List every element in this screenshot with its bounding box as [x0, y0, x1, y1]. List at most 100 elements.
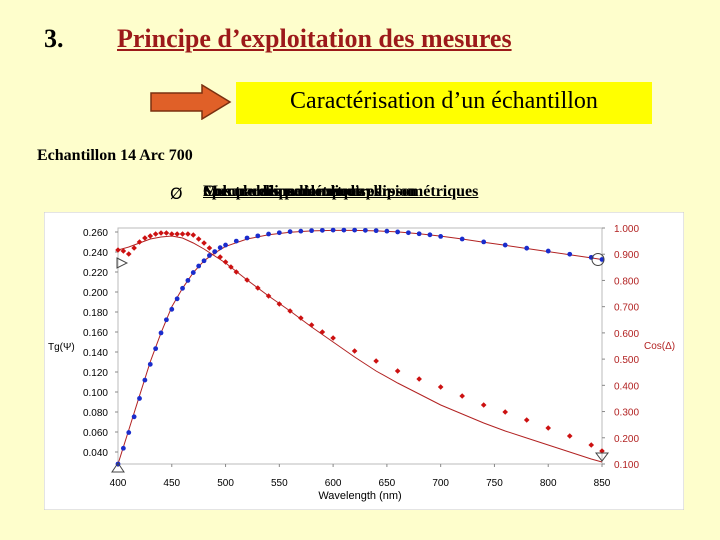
cos-delta-point: [384, 228, 390, 234]
tg-psi-point: [168, 231, 175, 237]
cos-delta-point: [352, 227, 358, 233]
y-left-tick-label: 0.140: [83, 348, 108, 359]
x-tick-label: 650: [379, 478, 396, 489]
y-left-tick-label: 0.120: [83, 368, 108, 379]
tg-psi-point: [319, 329, 326, 335]
cos-delta-point: [169, 306, 175, 312]
y-right-tick-label: 0.200: [614, 434, 639, 445]
axis-marker-triangle: [116, 257, 129, 269]
bullet-text-calcul: Calcul du modèle de dispersion: [203, 183, 417, 200]
cos-delta-point: [126, 430, 132, 435]
tg-psi-point: [222, 259, 229, 265]
cos-delta-point: [287, 229, 293, 235]
cos-delta-point: [223, 242, 228, 248]
y-right-tick-label: 0.300: [614, 408, 639, 419]
slide-number: 3.: [44, 24, 64, 53]
tg-psi-point: [437, 384, 444, 390]
cos-delta-point: [147, 361, 153, 367]
bullet-text-mesure: Mesure des paramètres ellipsométriques: [203, 183, 479, 200]
right-arrow-icon: [150, 84, 232, 120]
cos-delta-point: [459, 236, 465, 242]
sample-label: Echantillon 14 Arc 700: [37, 147, 193, 164]
subtitle: Caractérisation d’un échantillon: [290, 88, 598, 114]
tg-psi-point: [185, 231, 191, 237]
ellipsometry-chart: 0.260 0.240 0.220 0.200 0.180 0.160 0.140 0.120…: [43, 211, 685, 511]
cos-delta-point: [217, 245, 223, 251]
tg-psi-point: [206, 245, 213, 251]
cos-delta-point: [196, 263, 202, 269]
y-left-tick-label: 0.100: [83, 388, 108, 399]
axis-marker-circle: [591, 252, 605, 266]
tg-psi-point: [233, 269, 240, 275]
x-tick-label: 700: [432, 478, 449, 489]
cos-delta-point: [174, 296, 180, 302]
cos-delta-point: [142, 377, 148, 383]
y-right-axis-label: Cos(Δ): [644, 341, 675, 352]
cos-delta-point: [207, 253, 212, 258]
tg-psi-point: [120, 248, 127, 254]
tg-psi-point: [265, 293, 272, 299]
cos-delta-point: [395, 229, 401, 235]
cos-delta-point: [185, 278, 191, 283]
cos-delta-point: [341, 227, 347, 233]
tg-psi-point: [244, 277, 250, 283]
cos-delta-point: [416, 231, 422, 237]
tg-psi-point: [523, 417, 530, 423]
y-right-tick-label: 0.800: [614, 276, 639, 287]
cos-delta-point: [298, 228, 304, 234]
tg-psi-point: [588, 442, 595, 448]
tg-psi-point: [158, 230, 164, 236]
y-left-tick-label: 0.220: [83, 268, 108, 279]
tg-psi-point: [308, 322, 315, 328]
tg-psi-point: [599, 448, 605, 454]
y-left-tick-label: 0.240: [83, 248, 108, 259]
subtitle-box: Caractérisation d’un échantillon: [236, 82, 652, 124]
cos-delta-point: [406, 230, 411, 236]
cos-delta-point: [319, 227, 325, 233]
cos-delta-point: [567, 251, 573, 257]
chart-svg: 0.260 0.240 0.220 0.200 0.180 0.160 0.140 0.120…: [43, 211, 685, 511]
cos-delta-point: [255, 233, 261, 239]
y-left-tick-label: 0.080: [83, 408, 108, 419]
cos-delta-point: [545, 248, 551, 254]
tg-psi-point: [142, 235, 148, 241]
cos-delta-point: [244, 235, 250, 241]
tg-psi-point: [179, 231, 186, 237]
tg-psi-point: [298, 315, 304, 321]
tg-psi-point: [276, 301, 283, 307]
tg-psi-point: [566, 433, 573, 439]
tg-psi-point: [190, 232, 197, 238]
cos-delta-point: [201, 258, 207, 264]
cos-delta-point: [190, 270, 196, 275]
y-right-tick-label: 0.900: [614, 250, 639, 261]
cos-delta-point: [599, 257, 605, 262]
tg-psi-point: [287, 308, 293, 314]
bullet-arrow-icon: Ø: [170, 184, 183, 203]
x-axis-label: Wavelength (nm): [318, 490, 401, 502]
y-left-tick-label: 0.180: [83, 308, 108, 319]
cos-delta-point: [158, 330, 164, 336]
cos-delta-point: [266, 231, 271, 237]
slide-title: Principe d’exploitation des mesures: [117, 24, 512, 53]
cos-delta-point: [164, 317, 169, 323]
tg-psi-point: [394, 368, 401, 374]
tg-psi-point: [152, 231, 159, 237]
y-right-tick-label: 1.000: [614, 224, 639, 235]
x-tick-label: 450: [163, 478, 180, 489]
y-left-tick-label: 0.160: [83, 328, 108, 339]
y-right-tick-label: 0.600: [614, 329, 639, 340]
cos-delta-point: [373, 228, 379, 234]
tg-psi-point: [195, 236, 202, 242]
y-right-tick-label: 0.400: [614, 381, 639, 392]
tg-psi-point: [228, 264, 234, 270]
cos-delta-point: [212, 249, 218, 254]
axis-marker-triangle: [595, 452, 609, 462]
cos-delta-point: [427, 232, 433, 238]
x-tick-label: 550: [271, 478, 288, 489]
bullet-text-comparaison: Comparaison des spectres: [203, 183, 381, 200]
y-left-tick-label: 0.060: [83, 428, 108, 439]
cos-delta-point: [362, 227, 368, 233]
y-left-tick-label: 0.200: [83, 288, 108, 299]
tg-psi-point: [502, 409, 508, 415]
cos-delta-point: [502, 242, 508, 248]
